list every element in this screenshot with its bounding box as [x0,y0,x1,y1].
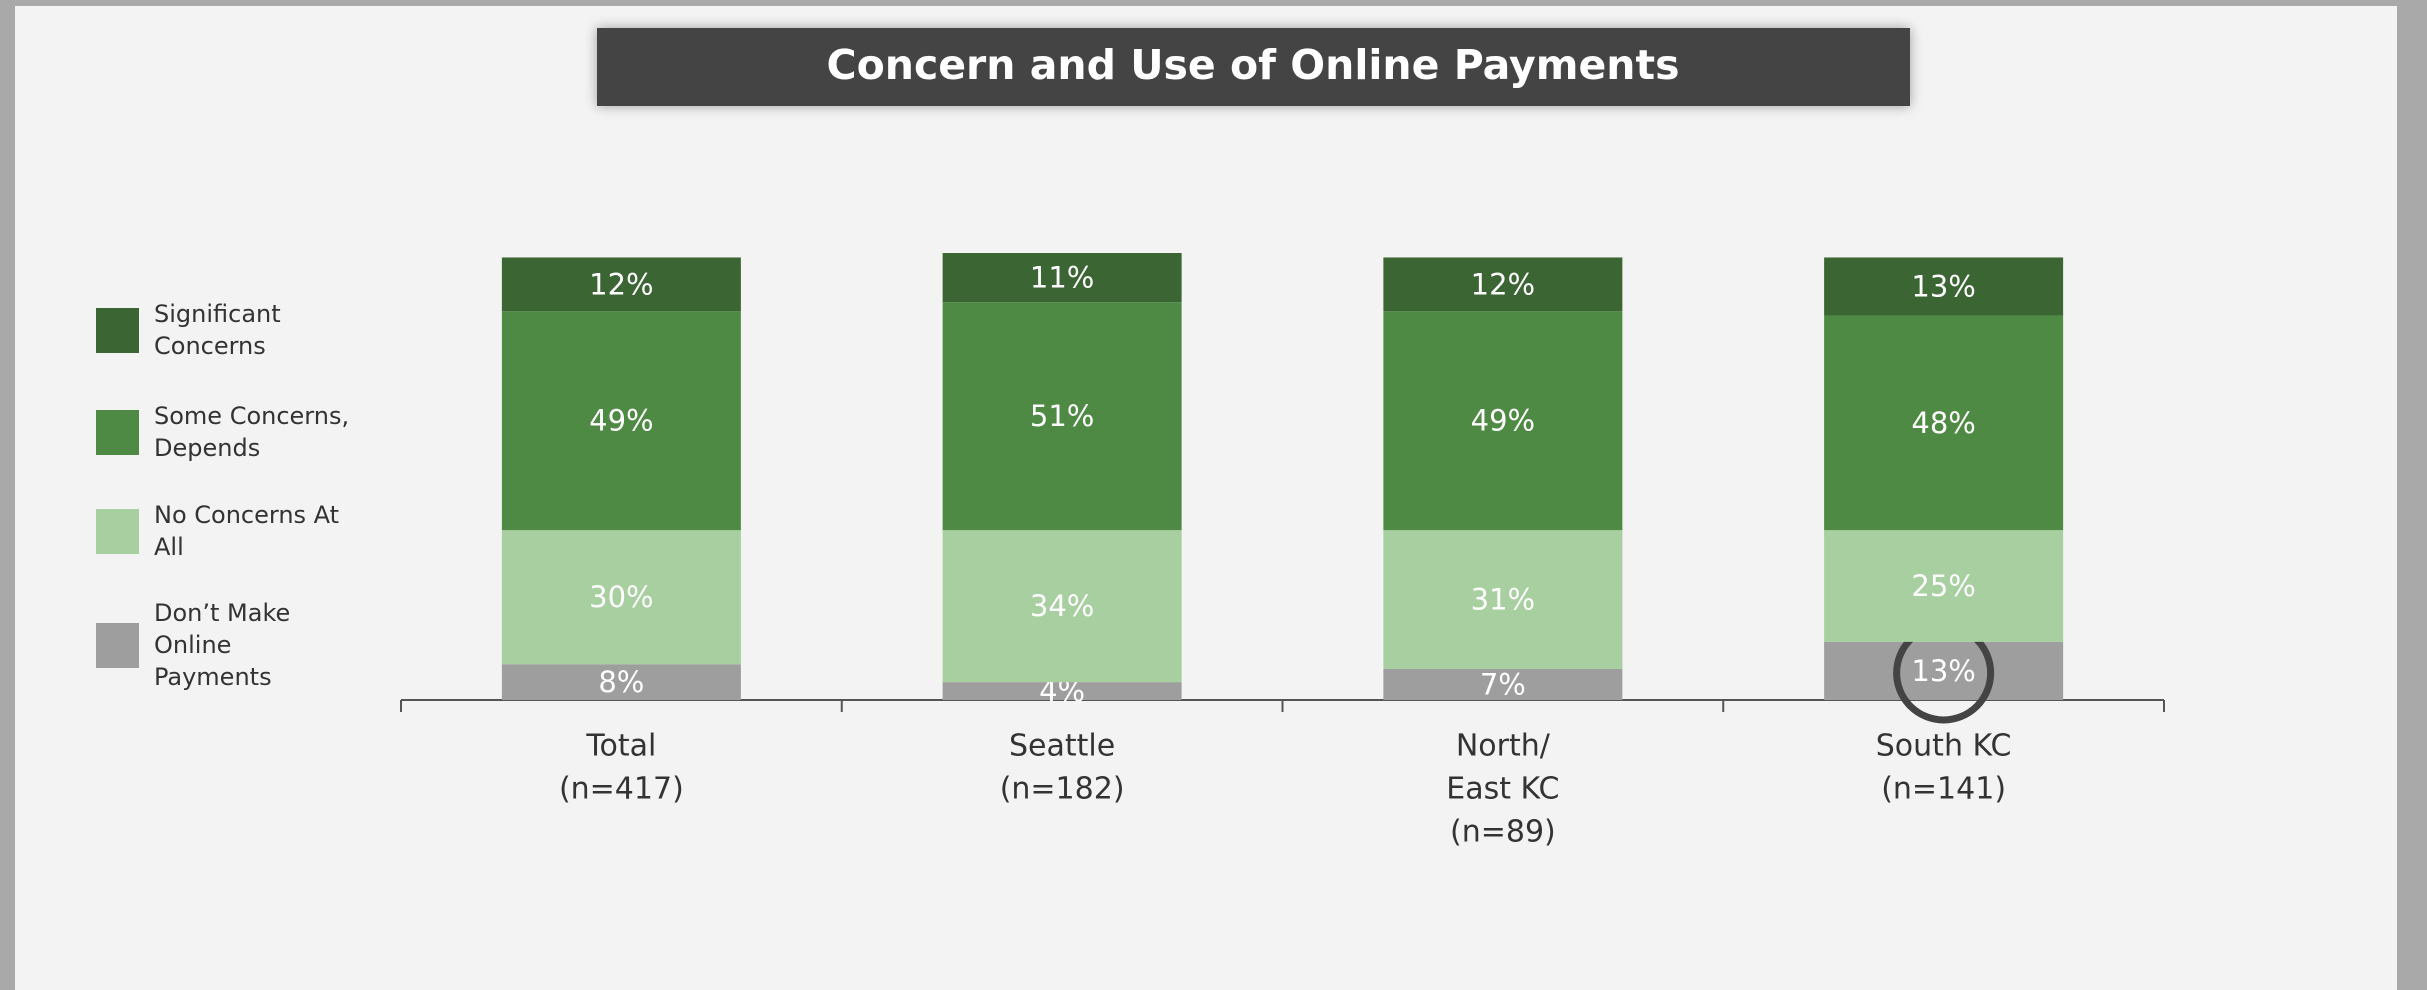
data-label: 25% [1911,569,1975,603]
data-label: 13% [1911,654,1975,688]
legend-label: Significant Concerns [154,300,281,360]
x-tick-label: Seattle [1009,729,1115,764]
chart-frame: Concern and Use of Online Payments 8% 30%… [15,6,2397,990]
x-tick-label: (n=141) [1881,772,2006,807]
legend-item: Significant Concerns [96,298,354,362]
data-label: 13% [1911,270,1975,304]
bar-segment [1383,311,1623,531]
x-tick-label: (n=417) [559,772,684,807]
bar-segment [501,664,741,700]
x-tick-label: (n=89) [1450,815,1556,850]
legend-item: No Concerns At All [96,499,354,563]
data-label: 48% [1911,406,1975,440]
bar-segment [942,682,1182,700]
x-tick-label: South KC [1876,729,2012,764]
data-label: 8% [598,665,644,699]
bar-segment [1383,668,1623,700]
bar-segment [1824,257,2064,316]
title-bar [597,28,1910,106]
x-tick-label: East KC [1446,772,1559,807]
x-tick-label: Total [585,729,656,764]
legend-item: Some Concerns, Depends [96,400,354,464]
bar-segment [942,253,1182,303]
bar-segment [1383,530,1623,669]
data-label: 12% [1471,267,1535,301]
x-tick-label: (n=182) [1000,772,1125,807]
legend-label: No Concerns At All [154,501,340,561]
legend-swatch [96,508,139,554]
bar-segment [501,257,741,312]
bar-segment [1824,641,2064,700]
data-label: 49% [589,404,653,438]
chart: Concern and Use of Online Payments 8% 30%… [400,28,2165,850]
bar-segment [1824,530,2064,642]
bar-segment [1824,315,2064,531]
bar-segment [942,302,1182,531]
data-label: 51% [1030,399,1094,433]
chart-title: Concern and Use of Online Payments [827,41,1680,89]
data-label: 31% [1471,582,1535,616]
data-label: 34% [1030,589,1094,623]
bar-segment [501,311,741,531]
data-label: 7% [1480,667,1526,701]
legend-swatch [96,622,139,668]
x-tick-label: North/ [1456,729,1551,764]
data-label: 30% [589,580,653,614]
data-label: 11% [1030,261,1094,295]
data-label: 12% [589,267,653,301]
legend-swatch [96,307,139,353]
legend-label: Don’t Make Online Payments [154,599,291,691]
bar-segment [501,530,741,665]
data-label: 49% [1471,404,1535,438]
legend-item: Don’t Make Online Payments [96,597,354,693]
legend-label: Some Concerns, Depends [154,402,350,462]
bar-segment [942,530,1182,683]
legend-swatch [96,409,139,455]
bar-segment [1383,257,1623,312]
